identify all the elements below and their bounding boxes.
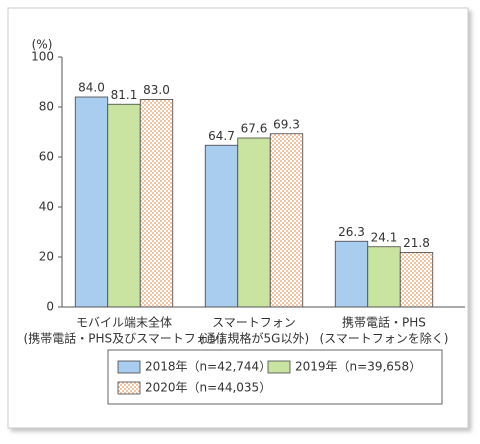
bar xyxy=(107,103,141,308)
value-label: 21.8 xyxy=(403,236,430,250)
x-tick-label: スマートフォン xyxy=(212,316,296,330)
x-tick-label: (通信規格が5G以外) xyxy=(199,331,309,346)
x-tick-label: モバイル端末全体 xyxy=(76,315,172,330)
legend-label: 2018年（n=42,744） xyxy=(145,360,271,374)
bar xyxy=(334,240,369,308)
legend-label: 2020年（n=44,035） xyxy=(145,381,271,395)
legend-swatch xyxy=(117,381,141,395)
y-tick-label: 100 xyxy=(31,50,54,64)
bar xyxy=(74,96,109,308)
y-tick-label: 80 xyxy=(39,100,54,114)
value-label: 24.1 xyxy=(371,230,398,244)
bar xyxy=(237,137,271,308)
value-label: 64.7 xyxy=(208,129,235,143)
value-label: 83.0 xyxy=(143,83,170,97)
x-tick-label: (携帯電話・PHS及びスマートフォン) xyxy=(24,331,225,346)
legend-label: 2019年（n=39,658） xyxy=(295,360,421,374)
bar xyxy=(139,99,174,308)
y-tick-label: 0 xyxy=(46,300,54,314)
x-tick-label: (スマートフォンを除く) xyxy=(319,331,448,346)
y-tick-label: 20 xyxy=(39,250,54,264)
value-label: 67.6 xyxy=(241,122,268,136)
bar xyxy=(367,246,401,308)
bar xyxy=(204,144,239,308)
y-tick-label: 60 xyxy=(39,150,54,164)
value-label: 81.1 xyxy=(111,88,138,102)
legend-swatch xyxy=(267,360,291,374)
value-label: 84.0 xyxy=(78,81,105,95)
value-label: 26.3 xyxy=(338,225,365,239)
bar xyxy=(399,252,434,308)
bar xyxy=(269,133,304,308)
y-tick-label: 40 xyxy=(39,200,54,214)
value-label: 69.3 xyxy=(273,117,300,131)
legend-box xyxy=(107,349,443,405)
y-axis-label: (%) xyxy=(32,38,53,52)
x-tick-label: 携帯電話・PHS xyxy=(342,315,426,330)
legend-swatch xyxy=(117,360,141,374)
